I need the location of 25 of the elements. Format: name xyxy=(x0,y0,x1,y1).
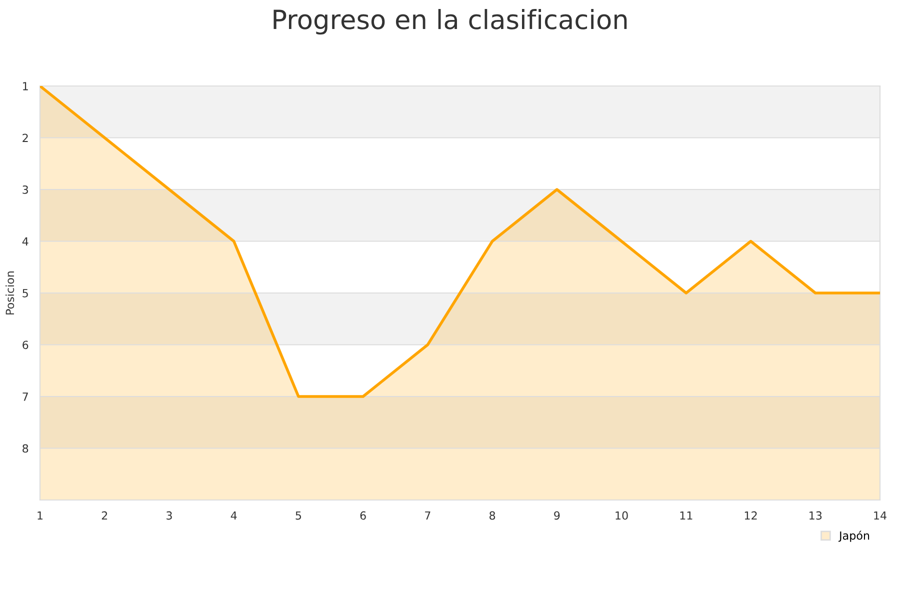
y-axis-title: Posicion xyxy=(6,271,14,314)
x-tick-label: 12 xyxy=(744,511,757,520)
x-tick-label: 5 xyxy=(296,511,302,520)
y-tick-label: 5 xyxy=(22,289,28,298)
y-tick-label: 1 xyxy=(23,82,28,90)
x-tick-label: 1 xyxy=(38,511,43,520)
y-tick-label: 3 xyxy=(22,185,28,194)
y-tick-label: 4 xyxy=(22,237,28,246)
chart-title: Progreso en la clasificacion xyxy=(274,9,627,35)
x-tick-label: 6 xyxy=(360,511,366,520)
x-tick-label: 2 xyxy=(102,511,108,520)
legend-label: Japón xyxy=(838,530,870,542)
x-tick-label: 14 xyxy=(874,511,886,520)
x-tick-label: 7 xyxy=(425,511,430,520)
x-tick-label: 9 xyxy=(554,511,560,520)
y-tick-label: 7 xyxy=(22,392,28,401)
y-tick-label: 8 xyxy=(22,444,28,453)
x-tick-label: 4 xyxy=(230,511,237,520)
x-tick-label: 10 xyxy=(616,511,628,520)
y-tick-label: 6 xyxy=(22,340,28,350)
y-tick-label: 2 xyxy=(22,134,28,142)
x-tick-label: 3 xyxy=(166,511,172,520)
x-tick-label: 13 xyxy=(810,511,822,520)
x-tick-label: 11 xyxy=(680,511,692,520)
x-tick-label: 8 xyxy=(490,511,496,520)
